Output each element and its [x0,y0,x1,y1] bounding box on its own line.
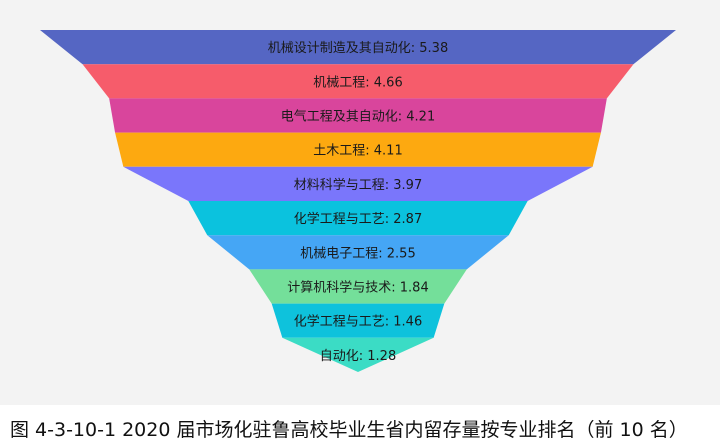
funnel-segment [123,166,593,201]
segment-label: 计算机科学与技术: 1.84 [287,280,428,296]
funnel-segment [249,269,467,304]
funnel-segment [188,201,528,236]
segment-label: 材料科学与工程: 3.97 [294,177,422,193]
segment-label: 化学工程与工艺: 2.87 [294,211,422,227]
funnel-chart: 机械设计制造及其自动化: 5.38 机械工程: 4.66 电气工程及其自动化: 4.… [40,30,676,372]
segment-label: 机械电子工程: 2.55 [300,246,415,261]
funnel-segment [115,132,601,167]
segment-label: 电气工程及其自动化: 4.21 [281,109,435,125]
funnel-segment [271,303,445,338]
segment-label: 机械工程: 4.66 [313,75,402,90]
funnel-segment [282,337,434,372]
segment-label: 土木工程: 4.11 [313,144,402,159]
funnel-segment [207,235,509,270]
funnel-segment [109,98,607,133]
funnel-segment [40,30,676,65]
chart-area: 机械设计制造及其自动化: 5.38 机械工程: 4.66 电气工程及其自动化: 4.… [0,0,720,405]
figure-caption: 图 4-3-10-1 2020 届市场化驻鲁高校毕业生省内留存量按专业排名（前 … [0,405,720,448]
funnel-segment [82,64,634,99]
caption-text: 图 4-3-10-1 2020 届市场化驻鲁高校毕业生省内留存量按专业排名（前 … [10,419,688,441]
segment-label: 自动化: 1.28 [320,349,396,364]
segment-label: 机械设计制造及其自动化: 5.38 [268,41,448,56]
segment-label: 化学工程与工艺: 1.46 [294,314,422,330]
